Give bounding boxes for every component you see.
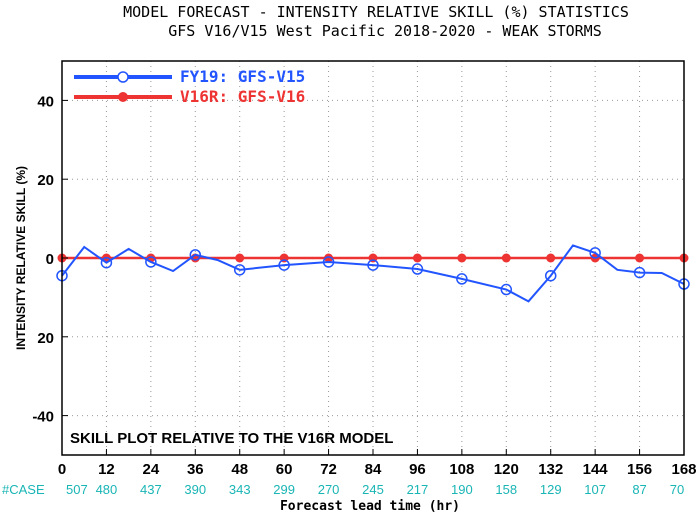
legend-marker-series2	[118, 92, 128, 102]
y-axis-ticks: -40 20 0 20 40	[32, 93, 68, 426]
series-point-fy19	[456, 273, 468, 285]
series-point-fy19	[145, 256, 157, 268]
series-point-fy19	[589, 247, 601, 259]
x-axis-ticks: 0 12 24 36 48 60 72 84 96 108 120 132 144 156 168	[58, 449, 697, 478]
series-point-fy19	[544, 269, 557, 282]
legend-label-series1: FY19: GFS-V15	[180, 67, 305, 86]
series-point-v16r	[324, 253, 334, 263]
series-point-v16r	[501, 253, 511, 263]
series-point-fy19	[500, 283, 513, 296]
x-tick-label: 24	[143, 461, 160, 478]
series-point-fy19	[633, 266, 646, 279]
x-tick-label: 156	[627, 461, 652, 478]
series-point-fy19	[411, 263, 424, 275]
x-tick-label: 60	[276, 461, 293, 478]
y-tick-label: 0	[46, 251, 54, 268]
case-count: 270	[318, 482, 340, 497]
case-count: 299	[273, 482, 295, 497]
y-tick-label: -40	[32, 409, 54, 426]
case-count: 245	[362, 482, 384, 497]
series-point-fy19	[100, 256, 113, 269]
case-count: 129	[540, 482, 562, 497]
case-count: 190	[451, 482, 473, 497]
x-tick-label: 84	[365, 461, 382, 478]
legend: FY19: GFS-V15 V16R: GFS-V16	[74, 67, 305, 106]
series-point-v16r	[412, 253, 422, 263]
chart-title: MODEL FORECAST - INTENSITY RELATIVE SKIL…	[123, 3, 629, 21]
chart-subtitle: GFS V16/V15 West Pacific 2018-2020 - WEA…	[168, 22, 601, 40]
series-point-v16r	[635, 253, 645, 263]
case-count: 437	[140, 482, 162, 497]
case-count: 70	[670, 482, 684, 497]
series-point-fy19	[233, 264, 246, 276]
case-count: 158	[495, 482, 517, 497]
series-point-fy19	[367, 259, 379, 271]
case-count: 217	[407, 482, 429, 497]
x-tick-label: 36	[187, 461, 204, 478]
plot-annotation: SKILL PLOT RELATIVE TO THE V16R MODEL	[70, 430, 393, 447]
x-tick-label: 48	[231, 461, 248, 478]
y-tick-label: 20	[37, 172, 54, 189]
series-point-v16r	[546, 253, 556, 263]
x-tick-label: 144	[583, 461, 609, 478]
case-count: 87	[632, 482, 646, 497]
case-count: 390	[184, 482, 206, 497]
x-tick-label: 168	[671, 461, 696, 478]
x-tick-label: 72	[320, 461, 337, 478]
x-tick-label: 132	[538, 461, 563, 478]
x-tick-label: 120	[494, 461, 519, 478]
legend-label-series2: V16R: GFS-V16	[180, 87, 305, 106]
case-count: 507	[66, 482, 88, 497]
series-point-v16r	[457, 253, 467, 263]
case-counts: 507 480 437 390 343 299 270 245 217 190 158 129 107 8…	[66, 482, 684, 497]
x-tick-label: 96	[409, 461, 426, 478]
y-tick-label: 40	[37, 93, 54, 110]
case-count: 107	[584, 482, 606, 497]
plot-series	[56, 244, 690, 303]
x-tick-label: 0	[58, 461, 66, 478]
y-axis-label: INTENSITY RELATIVE SKILL (%)	[14, 166, 28, 350]
series-point-fy19	[322, 256, 335, 268]
series-point-fy19	[278, 259, 290, 271]
case-label: #CASE	[2, 482, 45, 497]
legend-marker-series1	[117, 71, 129, 83]
x-tick-label: 108	[449, 461, 474, 478]
series-line-fy19	[61, 244, 685, 303]
series-point-fy19	[189, 249, 202, 261]
case-count: 343	[229, 482, 251, 497]
x-tick-label: 12	[98, 461, 115, 478]
series-point-v16r	[235, 253, 245, 263]
x-axis-label: Forecast lead time (hr)	[280, 499, 460, 514]
y-tick-label: 20	[37, 330, 54, 347]
case-count: 480	[96, 482, 118, 497]
